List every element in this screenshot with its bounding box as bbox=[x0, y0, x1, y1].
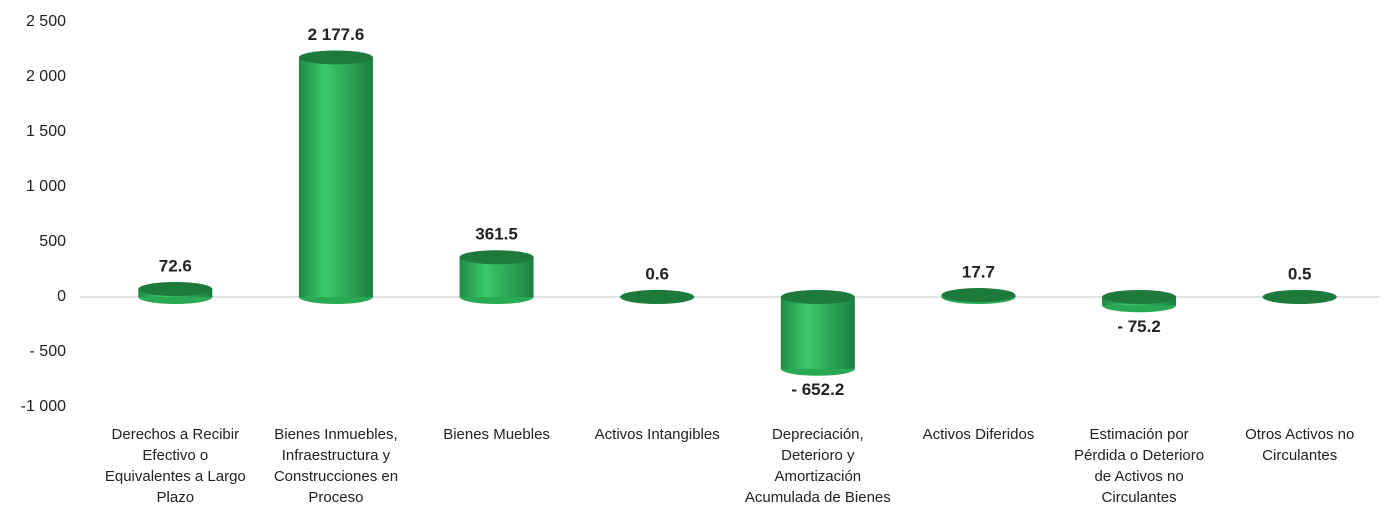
y-tick-label: 0 bbox=[57, 288, 66, 305]
y-tick-label: - 500 bbox=[30, 343, 67, 360]
data-label: 2 177.6 bbox=[308, 25, 365, 44]
x-tick-label: Bienes Muebles bbox=[443, 426, 550, 443]
data-label: 17.7 bbox=[962, 263, 995, 282]
y-tick-label: -1 000 bbox=[21, 398, 66, 415]
data-label: - 75.2 bbox=[1117, 317, 1160, 336]
data-label: 72.6 bbox=[159, 256, 192, 275]
bar-top bbox=[1102, 290, 1177, 304]
x-tick-label: Bienes Inmuebles, Infraestructura y Cons… bbox=[273, 426, 399, 506]
x-tick-label: Depreciación, Deterioro y Amortización A… bbox=[744, 426, 891, 506]
data-label: 0.6 bbox=[645, 264, 669, 283]
bar-top bbox=[620, 289, 695, 304]
y-tick-label: 500 bbox=[39, 233, 66, 250]
x-tick-label: Otros Activos no Circulantes bbox=[1245, 426, 1355, 464]
y-tick-label: 1 000 bbox=[26, 178, 66, 195]
bar-top bbox=[298, 50, 373, 65]
bar-top bbox=[138, 282, 213, 297]
x-tick-label: Estimación por Pérdida o Deterioro de Ac… bbox=[1074, 426, 1205, 506]
bar-top bbox=[941, 288, 1016, 303]
data-label: 0.5 bbox=[1288, 264, 1312, 283]
bar-top bbox=[1262, 289, 1337, 304]
bar-top bbox=[780, 290, 855, 304]
y-tick-label: 2 500 bbox=[26, 13, 66, 30]
bar-top bbox=[459, 250, 534, 265]
x-tick-label: Activos Intangibles bbox=[594, 426, 720, 443]
data-label: 361.5 bbox=[475, 225, 518, 244]
data-label: - 652.2 bbox=[791, 380, 844, 399]
bar bbox=[298, 57, 373, 297]
x-tick-label: Activos Diferidos bbox=[922, 426, 1035, 443]
x-tick-label: Derechos a Recibir Efectivo o Equivalent… bbox=[104, 426, 246, 506]
y-tick-label: 1 500 bbox=[26, 123, 66, 140]
y-tick-label: 2 000 bbox=[26, 68, 66, 85]
bar bbox=[780, 297, 855, 369]
